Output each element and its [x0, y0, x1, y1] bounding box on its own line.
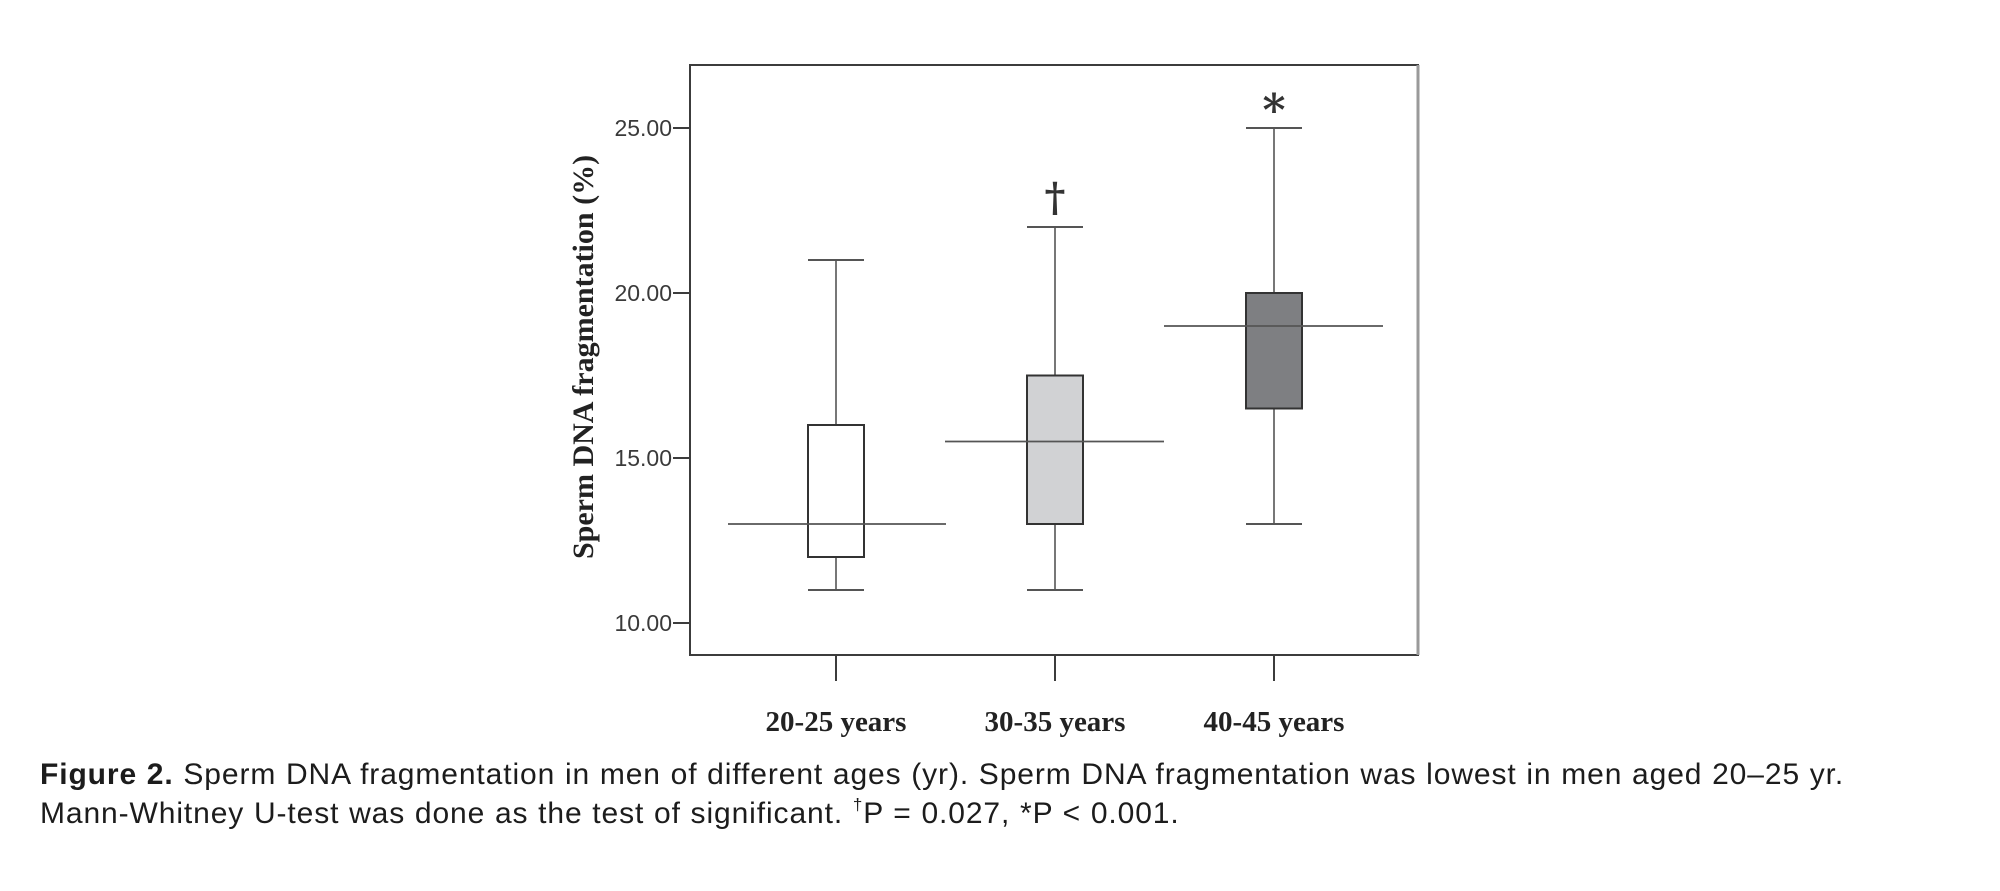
plot-frame	[689, 64, 1419, 656]
caption-text-2: Mann-Whitney U-test was done as the test…	[40, 797, 853, 830]
caption-p-values: P = 0.027, *P < 0.001.	[863, 797, 1180, 830]
y-tick-label: 15.00	[614, 445, 672, 471]
significance-marker: †	[1045, 174, 1066, 221]
plot-area: 10.00 15.00 20.00 25.00 20-25 years 30-35 yea…	[614, 64, 1420, 738]
caption-text-1: Sperm DNA fragmentation in men of differ…	[173, 758, 1845, 791]
figure-caption: Figure 2. Sperm DNA fragmentation in men…	[40, 755, 1990, 833]
iqr-box	[1245, 292, 1303, 410]
y-tick-label: 20.00	[614, 280, 672, 306]
significance-marker: *	[1262, 85, 1285, 136]
x-category-label: 30-35 years	[985, 706, 1126, 738]
iqr-box	[807, 424, 865, 558]
caption-line-1: Figure 2. Sperm DNA fragmentation in men…	[40, 755, 1990, 794]
y-tick-label: 25.00	[614, 115, 672, 141]
figure-label: Figure 2.	[40, 758, 174, 791]
dagger-superscript: †	[852, 795, 864, 814]
y-axis-title: Sperm DNA fragmentation (%)	[567, 155, 600, 559]
x-category-label: 40-45 years	[1204, 706, 1345, 738]
y-tick-label: 10.00	[614, 610, 672, 636]
x-category-label: 20-25 years	[766, 706, 907, 738]
iqr-box	[1026, 374, 1084, 525]
caption-line-2: Mann-Whitney U-test was done as the test…	[40, 794, 1990, 833]
